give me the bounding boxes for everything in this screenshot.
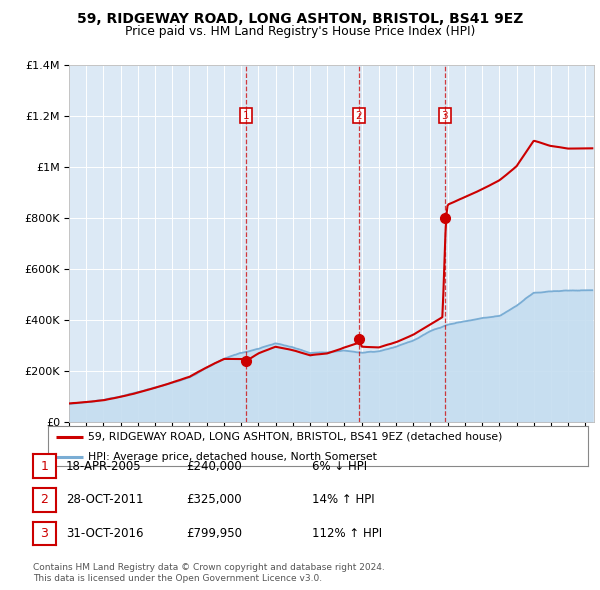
Text: 1: 1 bbox=[243, 111, 250, 121]
Text: 1: 1 bbox=[40, 460, 49, 473]
Text: Contains HM Land Registry data © Crown copyright and database right 2024.: Contains HM Land Registry data © Crown c… bbox=[33, 563, 385, 572]
Text: 14% ↑ HPI: 14% ↑ HPI bbox=[312, 493, 374, 506]
Text: This data is licensed under the Open Government Licence v3.0.: This data is licensed under the Open Gov… bbox=[33, 574, 322, 583]
Text: 2: 2 bbox=[40, 493, 49, 506]
Text: £240,000: £240,000 bbox=[186, 460, 242, 473]
Text: Price paid vs. HM Land Registry's House Price Index (HPI): Price paid vs. HM Land Registry's House … bbox=[125, 25, 475, 38]
Text: 6% ↓ HPI: 6% ↓ HPI bbox=[312, 460, 367, 473]
Text: 3: 3 bbox=[442, 111, 448, 121]
Text: 18-APR-2005: 18-APR-2005 bbox=[66, 460, 142, 473]
Text: £799,950: £799,950 bbox=[186, 527, 242, 540]
Text: 28-OCT-2011: 28-OCT-2011 bbox=[66, 493, 143, 506]
Text: 31-OCT-2016: 31-OCT-2016 bbox=[66, 527, 143, 540]
Text: 112% ↑ HPI: 112% ↑ HPI bbox=[312, 527, 382, 540]
Text: HPI: Average price, detached house, North Somerset: HPI: Average price, detached house, Nort… bbox=[89, 453, 377, 463]
Text: 3: 3 bbox=[40, 527, 49, 540]
Text: 2: 2 bbox=[355, 111, 362, 121]
Text: 59, RIDGEWAY ROAD, LONG ASHTON, BRISTOL, BS41 9EZ: 59, RIDGEWAY ROAD, LONG ASHTON, BRISTOL,… bbox=[77, 12, 523, 26]
Text: 59, RIDGEWAY ROAD, LONG ASHTON, BRISTOL, BS41 9EZ (detached house): 59, RIDGEWAY ROAD, LONG ASHTON, BRISTOL,… bbox=[89, 432, 503, 442]
Text: £325,000: £325,000 bbox=[186, 493, 242, 506]
